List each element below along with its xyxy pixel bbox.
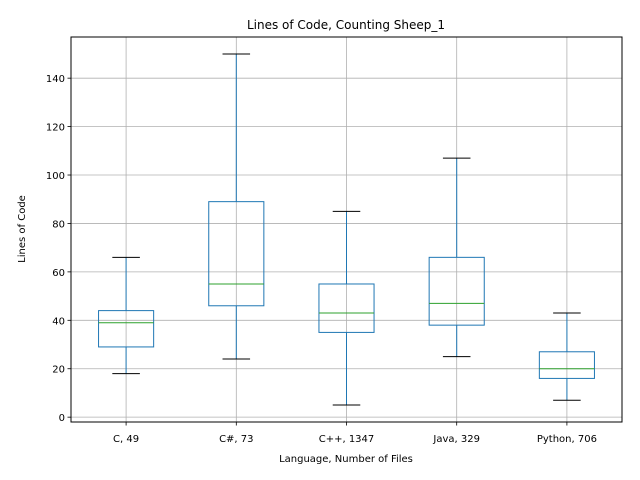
iqr-box bbox=[318, 283, 375, 333]
box-2 bbox=[208, 53, 265, 360]
iqr-box bbox=[208, 201, 265, 307]
x-tick-label: C#, 73 bbox=[219, 434, 253, 445]
iqr-box bbox=[538, 351, 595, 379]
box-3 bbox=[318, 210, 375, 406]
y-tick-label: 20 bbox=[52, 365, 65, 376]
x-tick-label: C++, 1347 bbox=[319, 434, 375, 445]
y-axis-label: Lines of Code bbox=[17, 195, 28, 263]
x-tick-label: Python, 706 bbox=[537, 434, 597, 445]
y-tick-label: 80 bbox=[52, 219, 65, 230]
y-tick-label: 120 bbox=[46, 123, 65, 134]
box-1 bbox=[98, 256, 155, 375]
y-tick-label: 40 bbox=[52, 316, 65, 327]
x-tick-label: C, 49 bbox=[113, 434, 139, 445]
y-tick-label: 60 bbox=[52, 268, 65, 279]
y-tick-label: 100 bbox=[46, 171, 65, 182]
iqr-box bbox=[98, 310, 155, 348]
y-tick-label: 140 bbox=[46, 74, 65, 85]
box-5 bbox=[538, 312, 595, 401]
x-axis-label: Language, Number of Files bbox=[279, 454, 413, 465]
iqr-box bbox=[428, 256, 485, 326]
x-axis-ticks: C, 49 C#, 73 C++, 1347 Java, 329 Python, 706 bbox=[113, 422, 597, 445]
box-4 bbox=[428, 157, 485, 358]
y-tick-label: 0 bbox=[59, 413, 65, 424]
box-series bbox=[98, 53, 595, 406]
chart-title: Lines of Code, Counting Sheep_1 bbox=[247, 18, 445, 32]
y-axis-ticks: 0 20 40 60 80 100 120 140 bbox=[46, 74, 71, 424]
x-tick-label: Java, 329 bbox=[432, 434, 480, 445]
